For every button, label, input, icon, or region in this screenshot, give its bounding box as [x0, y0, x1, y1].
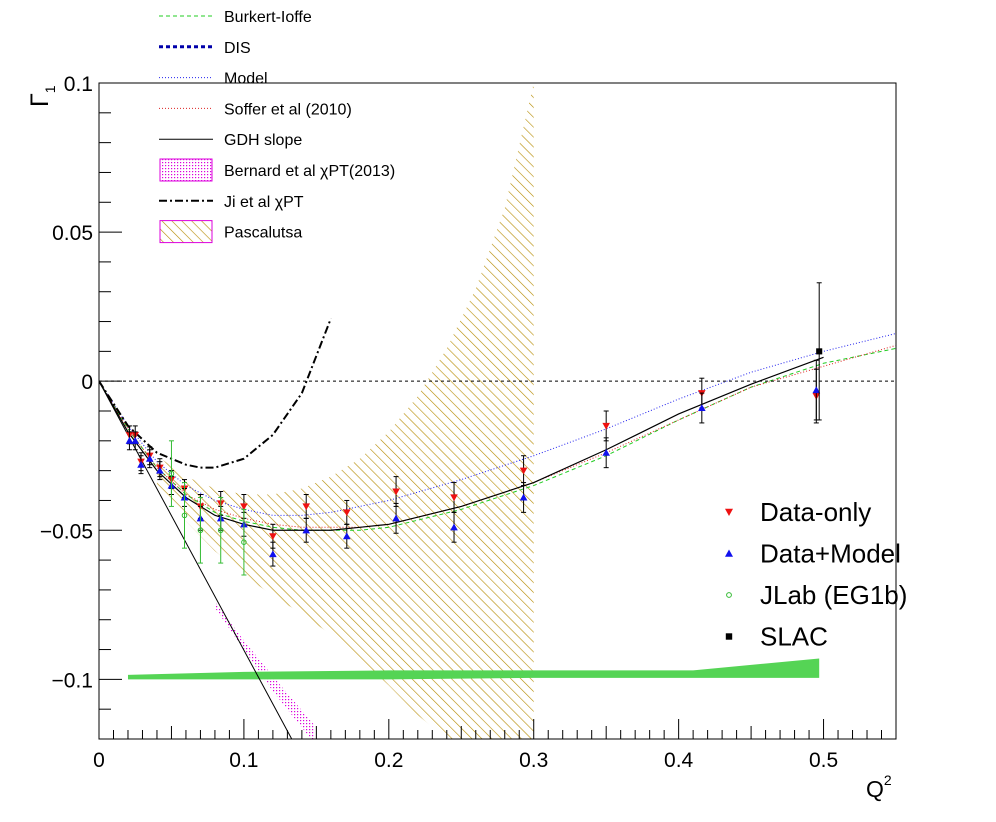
x-axis-title: Q2	[866, 772, 892, 802]
data-model-point	[302, 517, 311, 543]
tick-labels: 0 0.1 0.2 0.3 0.4 0.5 0.1 0.05 0 −0.05 −0.1	[40, 73, 838, 772]
legend-item-data-only: Data-only	[725, 497, 871, 527]
svg-text:Γ1: Γ1	[26, 85, 58, 107]
data-model-point	[450, 511, 458, 543]
y-tick-label: 0.05	[52, 222, 93, 245]
data-only-point	[602, 410, 610, 442]
legend-swatch	[159, 220, 213, 244]
points-layer	[125, 282, 823, 576]
legend-label: GDH slope	[224, 132, 302, 149]
jlab-eg1b-point	[197, 496, 204, 564]
legend-item-soffer-et-al-2010: Soffer et al (2010)	[159, 101, 352, 118]
data-model-point	[131, 431, 140, 451]
x-tick-label: 0.3	[519, 749, 548, 772]
x-tick-label: 0.4	[664, 749, 694, 772]
jlab-eg1b-point	[181, 482, 188, 549]
data-model-point	[156, 461, 164, 481]
data-model-point	[698, 392, 706, 424]
legend-item-pascalutsa: Pascalutsa	[159, 220, 302, 244]
legend-label: Data-only	[760, 497, 871, 527]
data-only-point	[519, 455, 528, 487]
x-tick-label: 0.5	[809, 749, 838, 772]
pascalutsa-band	[156, 83, 534, 739]
data-model-point	[145, 449, 154, 469]
data-model-point	[519, 482, 528, 513]
y-tick-label: −0.1	[52, 669, 93, 692]
legend-data: Data-only Data+Model JLab (EG1b) SLAC	[725, 497, 907, 652]
burkert-ioffe-curve	[99, 347, 896, 531]
x-tick-label: 0	[93, 749, 105, 772]
y-tick-label: 0.1	[64, 73, 93, 96]
legend-item-jlab-eg1b: JLab (EG1b)	[726, 580, 907, 610]
bernard-et-al-pt-2013-band	[214, 601, 314, 739]
legend-item-gdh-slope: GDH slope	[159, 132, 302, 149]
y-tick-label: 0	[81, 371, 93, 394]
legend-swatch	[159, 158, 213, 182]
bands-layer	[127, 83, 820, 739]
data-model-point	[602, 437, 610, 469]
legend-item-data-model: Data+Model	[725, 539, 901, 569]
legend-models: Burkert-Ioffe DIS Model Soffer et al (2010)…	[159, 9, 395, 244]
slac-point	[816, 282, 823, 421]
data-model-point	[269, 541, 277, 567]
data-model-line-curve	[99, 356, 824, 531]
legend-item-bernard-et-al-pt-2013: Bernard et al χPT(2013)	[159, 158, 395, 182]
legend-label: Pascalutsa	[224, 225, 302, 242]
data-model-point	[137, 455, 145, 475]
y-tick-label: −0.05	[40, 520, 93, 543]
legend-item-model: Model	[159, 71, 268, 88]
data-model-point	[342, 523, 351, 549]
ji-et-al-pt-curve	[99, 318, 332, 469]
legend-item-ji-et-al-pt: Ji et al χPT	[159, 194, 304, 211]
curves-layer	[99, 318, 896, 739]
legend-item-burkert-ioffe: Burkert-Ioffe	[159, 9, 312, 26]
legend-label: Data+Model	[760, 539, 901, 569]
legend-label: Burkert-Ioffe	[224, 9, 312, 26]
legend-item-dis: DIS	[159, 40, 251, 57]
legend-item-slac: SLAC	[725, 622, 828, 652]
jlab-eg1b-point	[217, 496, 224, 564]
x-tick-label: 0.2	[374, 749, 403, 772]
model-curve	[99, 332, 896, 516]
jlab-eg1b-point	[168, 440, 175, 507]
data-model-point	[125, 431, 134, 451]
legend-label: Model	[224, 71, 268, 88]
jlab-eg1b-point	[241, 508, 247, 576]
legend-label: Bernard et al χPT(2013)	[224, 163, 395, 180]
legend-label: JLab (EG1b)	[760, 580, 907, 610]
legend-label: Soffer et al (2010)	[224, 101, 352, 118]
x-tick-label: 0.1	[229, 749, 258, 772]
data-model-point	[392, 502, 400, 534]
axis-ticks	[98, 82, 897, 740]
legend-label: SLAC	[760, 622, 828, 652]
legend-label: DIS	[224, 40, 251, 57]
y-axis-title: Γ1	[26, 85, 58, 107]
systematic-band	[127, 658, 820, 680]
legend-label: Ji et al χPT	[224, 194, 304, 211]
